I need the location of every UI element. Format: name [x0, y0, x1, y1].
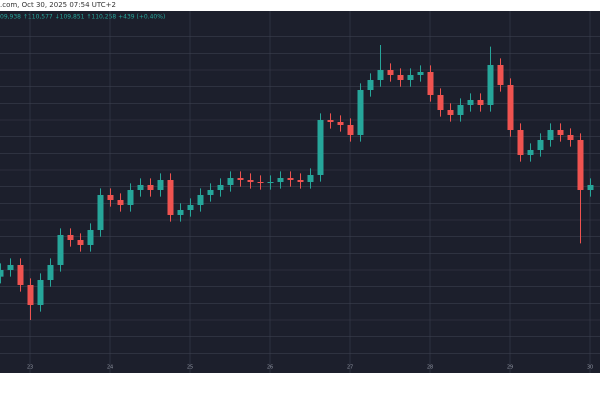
candle-body: [87, 230, 94, 245]
candle-body: [117, 200, 124, 205]
candle-body: [357, 90, 364, 135]
chart-title: .com, Oct 30, 2025 07:54 UTC+2: [0, 1, 116, 9]
candle-body: [57, 235, 64, 265]
ohlc-readout: 09,938 ↑110,577 ↓109,851 ↑110,258 +439 (…: [0, 14, 165, 21]
candle-body: [177, 210, 184, 215]
candle-body: [497, 65, 504, 85]
candle-body: [27, 285, 34, 305]
candle-body: [307, 175, 314, 182]
candle-body: [237, 178, 244, 180]
candle-body: [137, 185, 144, 190]
candle-body: [7, 265, 14, 270]
candle-body: [47, 265, 54, 280]
candle-body: [107, 195, 114, 200]
x-tick-label: 24: [107, 365, 113, 371]
x-tick-label: 27: [347, 365, 353, 371]
candle-body: [587, 185, 594, 190]
candle-body: [467, 100, 474, 105]
candle-body: [197, 195, 204, 205]
candle-body: [17, 265, 24, 285]
candle-body: [427, 72, 434, 95]
candle-body: [367, 80, 374, 90]
candle-body: [227, 178, 234, 185]
candle-body: [327, 120, 334, 122]
candle-body: [167, 180, 174, 215]
candle-body: [417, 72, 424, 75]
candle-body: [267, 182, 274, 183]
x-tick-label: 30: [587, 365, 593, 371]
candle-body: [67, 235, 74, 240]
x-tick-label: 26: [267, 365, 273, 371]
candle-body: [257, 182, 264, 183]
x-tick-label: 25: [187, 365, 193, 371]
candle-body: [517, 130, 524, 155]
candle-body: [247, 180, 254, 182]
candle-body: [287, 178, 294, 180]
candle-body: [347, 125, 354, 135]
candle-body: [187, 205, 194, 210]
candle-body: [277, 178, 284, 182]
candle-body: [97, 195, 104, 230]
candle-body: [397, 75, 404, 80]
candle-body: [457, 105, 464, 115]
x-tick-label: 29: [507, 365, 513, 371]
candle-body: [547, 130, 554, 140]
x-tick-label: 28: [427, 365, 433, 371]
x-tick-label: 23: [27, 365, 33, 371]
candle-body: [487, 65, 494, 105]
candle-body: [527, 150, 534, 155]
candle-body: [337, 122, 344, 125]
candle-body: [477, 100, 484, 105]
candle-body: [567, 135, 574, 140]
candle-body: [557, 130, 564, 135]
candle-body: [77, 240, 84, 245]
candle-body: [507, 85, 514, 130]
candle-body: [157, 180, 164, 190]
candle-body: [377, 70, 384, 80]
candle-body: [537, 140, 544, 150]
candle-body: [217, 185, 224, 190]
candle-body: [127, 190, 134, 205]
candle-body: [297, 180, 304, 182]
candle-body: [437, 95, 444, 110]
candle-body: [207, 190, 214, 195]
candle-body: [407, 75, 414, 80]
candle-body: [0, 270, 4, 277]
candle-body: [147, 185, 154, 190]
candle-body: [387, 70, 394, 75]
candle-body: [317, 120, 324, 175]
candle-body: [37, 280, 44, 305]
candle-body: [577, 140, 584, 190]
candle-body: [447, 110, 454, 115]
